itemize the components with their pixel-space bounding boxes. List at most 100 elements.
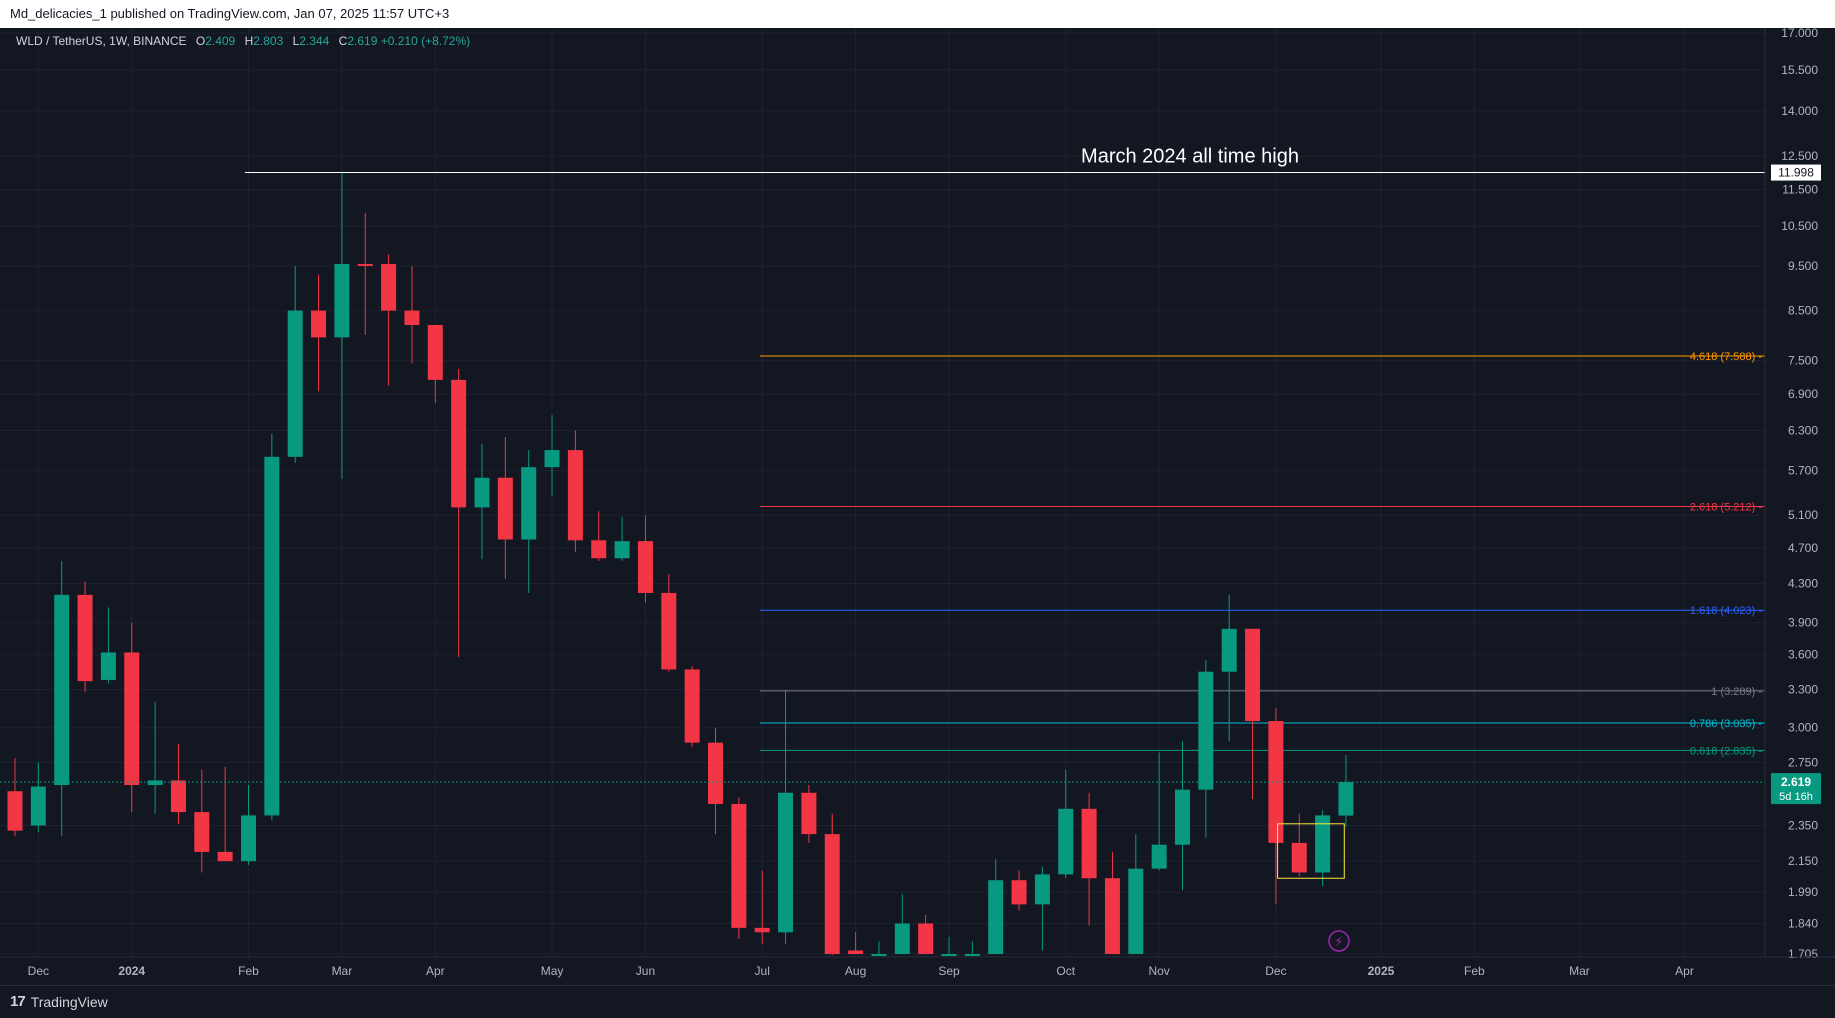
candle bbox=[1315, 810, 1331, 887]
candle-body bbox=[1011, 880, 1027, 905]
candle bbox=[381, 254, 397, 386]
candle bbox=[1268, 708, 1284, 905]
candle bbox=[217, 766, 233, 862]
candle bbox=[988, 859, 1004, 954]
y-tick-label: 6.300 bbox=[1788, 424, 1818, 438]
candle bbox=[964, 941, 980, 956]
candle-body bbox=[194, 812, 210, 852]
x-tick-label: Dec bbox=[28, 964, 49, 978]
candle bbox=[287, 266, 303, 463]
candle bbox=[1058, 769, 1074, 879]
x-tick-label: Feb bbox=[1464, 964, 1485, 978]
level-label: 2.618 (5.212) - bbox=[1690, 501, 1762, 513]
candle bbox=[404, 266, 420, 364]
candle bbox=[334, 172, 350, 480]
symbol-legend: WLD / TetherUS, 1W, BINANCE O2.409 H2.80… bbox=[16, 34, 470, 48]
candle bbox=[1338, 754, 1354, 827]
candle-body bbox=[614, 541, 630, 559]
footer-bar: 17 TradingView bbox=[0, 985, 1835, 1017]
x-tick-label: Sep bbox=[938, 964, 960, 978]
x-tick-label: Aug bbox=[845, 964, 866, 978]
candle-body bbox=[124, 652, 140, 786]
candle-body bbox=[1034, 874, 1050, 905]
candle-body bbox=[871, 954, 887, 956]
level-label: 0.618 (2.835) - bbox=[1690, 745, 1762, 757]
candle-body bbox=[988, 880, 1004, 954]
chart-overlays: March 2024 all time high ⚡ bbox=[0, 146, 1765, 952]
candle bbox=[708, 727, 723, 835]
candle bbox=[824, 813, 840, 956]
candle bbox=[941, 936, 957, 956]
candle bbox=[684, 665, 700, 747]
candle bbox=[170, 744, 186, 824]
countdown-text: 5d 16h bbox=[1779, 791, 1813, 803]
x-tick-label: Jul bbox=[755, 964, 770, 978]
y-tick-label: 3.900 bbox=[1788, 616, 1818, 630]
time-axis: Dec 2024 Feb Mar Apr May Jun Jul Aug Sep Oct Nov Dec… bbox=[0, 956, 1835, 978]
candle bbox=[264, 433, 280, 821]
y-tick-label: 12.500 bbox=[1781, 149, 1818, 163]
candles bbox=[7, 172, 1354, 956]
candle-body bbox=[521, 467, 537, 540]
candle bbox=[1198, 660, 1214, 838]
y-tick-label: 14.000 bbox=[1781, 104, 1818, 118]
y-tick-label: 15.500 bbox=[1781, 63, 1818, 77]
x-tick-label: Mar bbox=[332, 964, 353, 978]
open-label: O bbox=[195, 34, 206, 48]
candle-body bbox=[684, 669, 700, 743]
x-tick-label: 2024 bbox=[118, 964, 145, 978]
candle bbox=[591, 511, 607, 561]
x-tick-label: 2025 bbox=[1368, 964, 1395, 978]
candle bbox=[848, 932, 864, 954]
y-tick-label: 3.300 bbox=[1788, 683, 1818, 697]
candle bbox=[451, 368, 467, 657]
low-value: 2.344 bbox=[299, 34, 330, 48]
candle bbox=[1151, 752, 1167, 871]
lightning-icon bbox=[1328, 930, 1350, 952]
candle-body bbox=[1338, 782, 1354, 816]
candle bbox=[497, 436, 513, 579]
y-tick-label: 4.300 bbox=[1788, 577, 1818, 591]
candle-body bbox=[1175, 789, 1190, 845]
candle-body bbox=[287, 310, 303, 457]
candle bbox=[124, 622, 140, 813]
candle-body bbox=[708, 742, 723, 804]
candle-body bbox=[1151, 844, 1167, 869]
candle-body bbox=[7, 791, 23, 831]
current-price-badge bbox=[1771, 773, 1821, 805]
publisher-header: Md_delicacies_1 published on TradingView… bbox=[0, 0, 1835, 28]
candle-body bbox=[170, 780, 186, 813]
candle-body bbox=[544, 450, 560, 468]
candle-body bbox=[1198, 671, 1214, 790]
candle bbox=[637, 515, 653, 603]
candle bbox=[1011, 870, 1027, 911]
candle-body bbox=[1221, 628, 1237, 672]
highlight-box bbox=[1277, 823, 1345, 879]
candle bbox=[754, 870, 770, 944]
y-tick-label: 1.840 bbox=[1788, 916, 1818, 930]
ath-price-badge bbox=[1771, 164, 1821, 181]
level-label: 1.618 (4.023) - bbox=[1690, 605, 1762, 617]
candle bbox=[241, 785, 256, 865]
candle-body bbox=[591, 540, 607, 559]
price-chart[interactable]: 4.618 (7.588) - 2.618 (5.212) - 1.618 (4.0… bbox=[0, 28, 1835, 985]
y-tick-label: 17.000 bbox=[1781, 28, 1818, 40]
y-tick-label: 2.750 bbox=[1788, 756, 1818, 770]
x-tick-label: Nov bbox=[1148, 964, 1169, 978]
candle-body bbox=[451, 379, 467, 508]
tradingview-logo-icon[interactable]: 17 bbox=[10, 992, 26, 1010]
candle-body bbox=[1291, 842, 1307, 873]
candle bbox=[1128, 834, 1144, 954]
candle-body bbox=[381, 263, 397, 311]
footer-brand[interactable]: TradingView bbox=[30, 993, 108, 1010]
candle bbox=[7, 758, 23, 836]
candle bbox=[1291, 813, 1307, 877]
candle bbox=[614, 516, 630, 561]
open-value: 2.409 bbox=[205, 34, 236, 48]
low-label: L bbox=[292, 34, 300, 48]
candle bbox=[661, 574, 677, 672]
x-tick-label: May bbox=[541, 964, 564, 978]
candle bbox=[77, 581, 93, 692]
candle-body bbox=[1081, 808, 1097, 879]
x-tick-label: Apr bbox=[426, 964, 445, 978]
